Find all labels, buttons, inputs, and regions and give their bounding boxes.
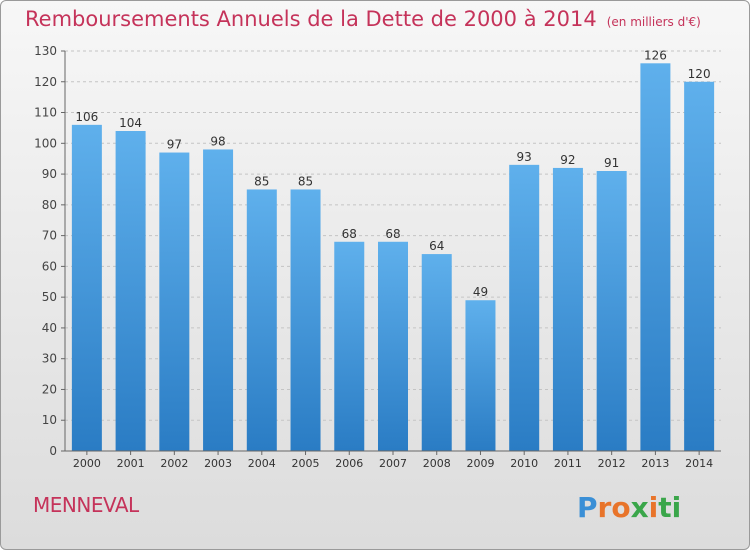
- y-tick-label: 50: [42, 290, 57, 304]
- data-label: 91: [604, 156, 619, 170]
- y-tick-label: 20: [42, 382, 57, 396]
- y-tick-label: 100: [34, 136, 57, 150]
- x-tick-label: 2004: [248, 457, 276, 470]
- bar: [465, 300, 496, 451]
- bar: [246, 189, 277, 451]
- data-label: 68: [342, 227, 357, 241]
- y-tick-label: 120: [34, 75, 57, 89]
- x-tick-label: 2010: [510, 457, 538, 470]
- x-tick-label: 2012: [598, 457, 626, 470]
- data-label: 85: [254, 174, 269, 188]
- y-tick-label: 130: [34, 44, 57, 58]
- data-label: 106: [75, 110, 98, 124]
- data-label: 104: [119, 116, 142, 130]
- bar: [509, 164, 540, 451]
- logo-letter: i: [671, 491, 682, 524]
- data-label: 93: [517, 150, 532, 164]
- bar: [684, 81, 715, 452]
- logo-letter: r: [597, 491, 612, 524]
- y-tick-label: 110: [34, 106, 57, 120]
- proxiti-logo: Proxiti: [577, 491, 681, 524]
- x-tick-label: 2013: [641, 457, 669, 470]
- logo-letter: i: [648, 491, 659, 524]
- y-tick-label: 40: [42, 321, 57, 335]
- logo-letter: x: [630, 491, 649, 524]
- bar: [552, 167, 583, 451]
- x-tick-label: 2003: [204, 457, 232, 470]
- chart-title-text: Remboursements Annuels de la Dette de 20…: [25, 7, 597, 31]
- bar: [290, 189, 321, 451]
- x-tick-label: 2002: [160, 457, 188, 470]
- logo-letter: P: [577, 491, 598, 524]
- data-label: 97: [167, 138, 182, 152]
- bar: [640, 63, 671, 452]
- bar: [596, 171, 627, 451]
- y-tick-label: 70: [42, 229, 57, 243]
- y-tick-label: 30: [42, 352, 57, 366]
- commune-name: MENNEVAL: [33, 493, 139, 517]
- logo-letter: t: [658, 491, 672, 524]
- x-tick-label: 2005: [292, 457, 320, 470]
- data-label: 120: [688, 67, 711, 81]
- bar: [71, 124, 102, 451]
- y-tick-label: 60: [42, 259, 57, 273]
- x-tick-label: 2000: [73, 457, 101, 470]
- y-tick-label: 10: [42, 413, 57, 427]
- bar: [203, 149, 234, 451]
- x-tick-label: 2001: [117, 457, 145, 470]
- x-tick-label: 2014: [685, 457, 713, 470]
- x-tick-label: 2009: [466, 457, 494, 470]
- logo-letter: o: [611, 491, 631, 524]
- bar: [334, 241, 365, 451]
- y-tick-label: 90: [42, 167, 57, 181]
- data-label: 68: [385, 227, 400, 241]
- data-label: 64: [429, 239, 444, 253]
- x-tick-label: 2008: [423, 457, 451, 470]
- data-label: 49: [473, 285, 488, 299]
- y-tick-label: 80: [42, 198, 57, 212]
- chart-title: Remboursements Annuels de la Dette de 20…: [25, 7, 701, 31]
- data-label: 98: [210, 134, 225, 148]
- x-tick-label: 2011: [554, 457, 582, 470]
- x-tick-label: 2007: [379, 457, 407, 470]
- data-label: 126: [644, 48, 667, 62]
- axes: 0 10 20 30 40 50 60 70 80 90 100 110 120 130 2000 2001 2…: [34, 44, 721, 470]
- y-tick-label: 0: [49, 444, 57, 458]
- bar: [378, 241, 408, 451]
- bar: [421, 254, 452, 451]
- bars: 106 104 97 98 85 85 68 68 64 49 93 92 91 126 120: [71, 48, 715, 452]
- bar: [159, 152, 190, 452]
- bar: [115, 131, 146, 451]
- x-tick-label: 2006: [335, 457, 363, 470]
- data-label: 85: [298, 174, 313, 188]
- data-label: 92: [560, 153, 575, 167]
- chart-subtitle: (en milliers d'€): [606, 15, 701, 29]
